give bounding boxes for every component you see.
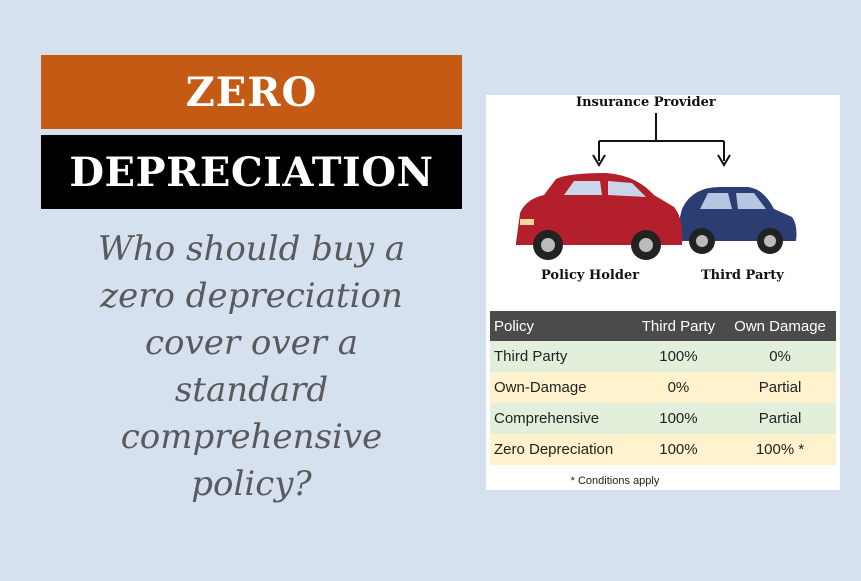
own-damage-cell: Partial	[724, 403, 836, 434]
collision-diagram	[516, 113, 797, 260]
third-party-cell: 100%	[632, 434, 725, 465]
question-text: Who should buy a zero depreciation cover…	[41, 226, 462, 508]
question-line: policy?	[191, 464, 312, 504]
question-line: comprehensive	[120, 417, 383, 457]
question-line: zero depreciation	[100, 276, 403, 316]
blue-car-icon	[676, 187, 797, 254]
policy-cell: Third Party	[490, 341, 633, 372]
title-line-1: ZERO	[185, 68, 318, 116]
column-header: Policy	[490, 311, 633, 341]
conditions-footnote: * Conditions apply	[570, 475, 660, 487]
table-row: Third Party 100% 0%	[490, 341, 836, 372]
table-header-row: Policy Third Party Own Damage	[490, 311, 836, 341]
insurance-provider-label: Insurance Provider	[576, 95, 716, 110]
policy-cell: Comprehensive	[490, 403, 633, 434]
table-row: Comprehensive 100% Partial	[490, 403, 836, 434]
title-banner-zero: ZERO	[41, 55, 462, 129]
provider-arrows	[592, 113, 731, 167]
policy-cell: Own-Damage	[490, 372, 633, 403]
policy-comparison-table: Policy Third Party Own Damage Third Part…	[490, 311, 836, 465]
column-header: Third Party	[632, 311, 725, 341]
question-line: standard	[174, 370, 329, 410]
third-party-label: Third Party	[701, 268, 784, 283]
question-line: cover over a	[144, 323, 359, 363]
own-damage-cell: 0%	[724, 341, 836, 372]
title-banner-depreciation: DEPRECIATION	[41, 135, 462, 209]
table-row: Zero Depreciation 100% 100% *	[490, 434, 836, 465]
title-line-2: DEPRECIATION	[69, 148, 434, 196]
policy-holder-label: Policy Holder	[541, 268, 640, 283]
policy-cell: Zero Depreciation	[490, 434, 633, 465]
own-damage-cell: 100% *	[724, 434, 836, 465]
third-party-cell: 100%	[632, 341, 725, 372]
insurance-panel: Insurance Provider Policy Holder Third P…	[486, 95, 840, 490]
question-line: Who should buy a	[97, 229, 406, 269]
third-party-cell: 0%	[632, 372, 725, 403]
red-car-icon	[516, 173, 683, 260]
third-party-cell: 100%	[632, 403, 725, 434]
column-header: Own Damage	[724, 311, 836, 341]
own-damage-cell: Partial	[724, 372, 836, 403]
table-row: Own-Damage 0% Partial	[490, 372, 836, 403]
